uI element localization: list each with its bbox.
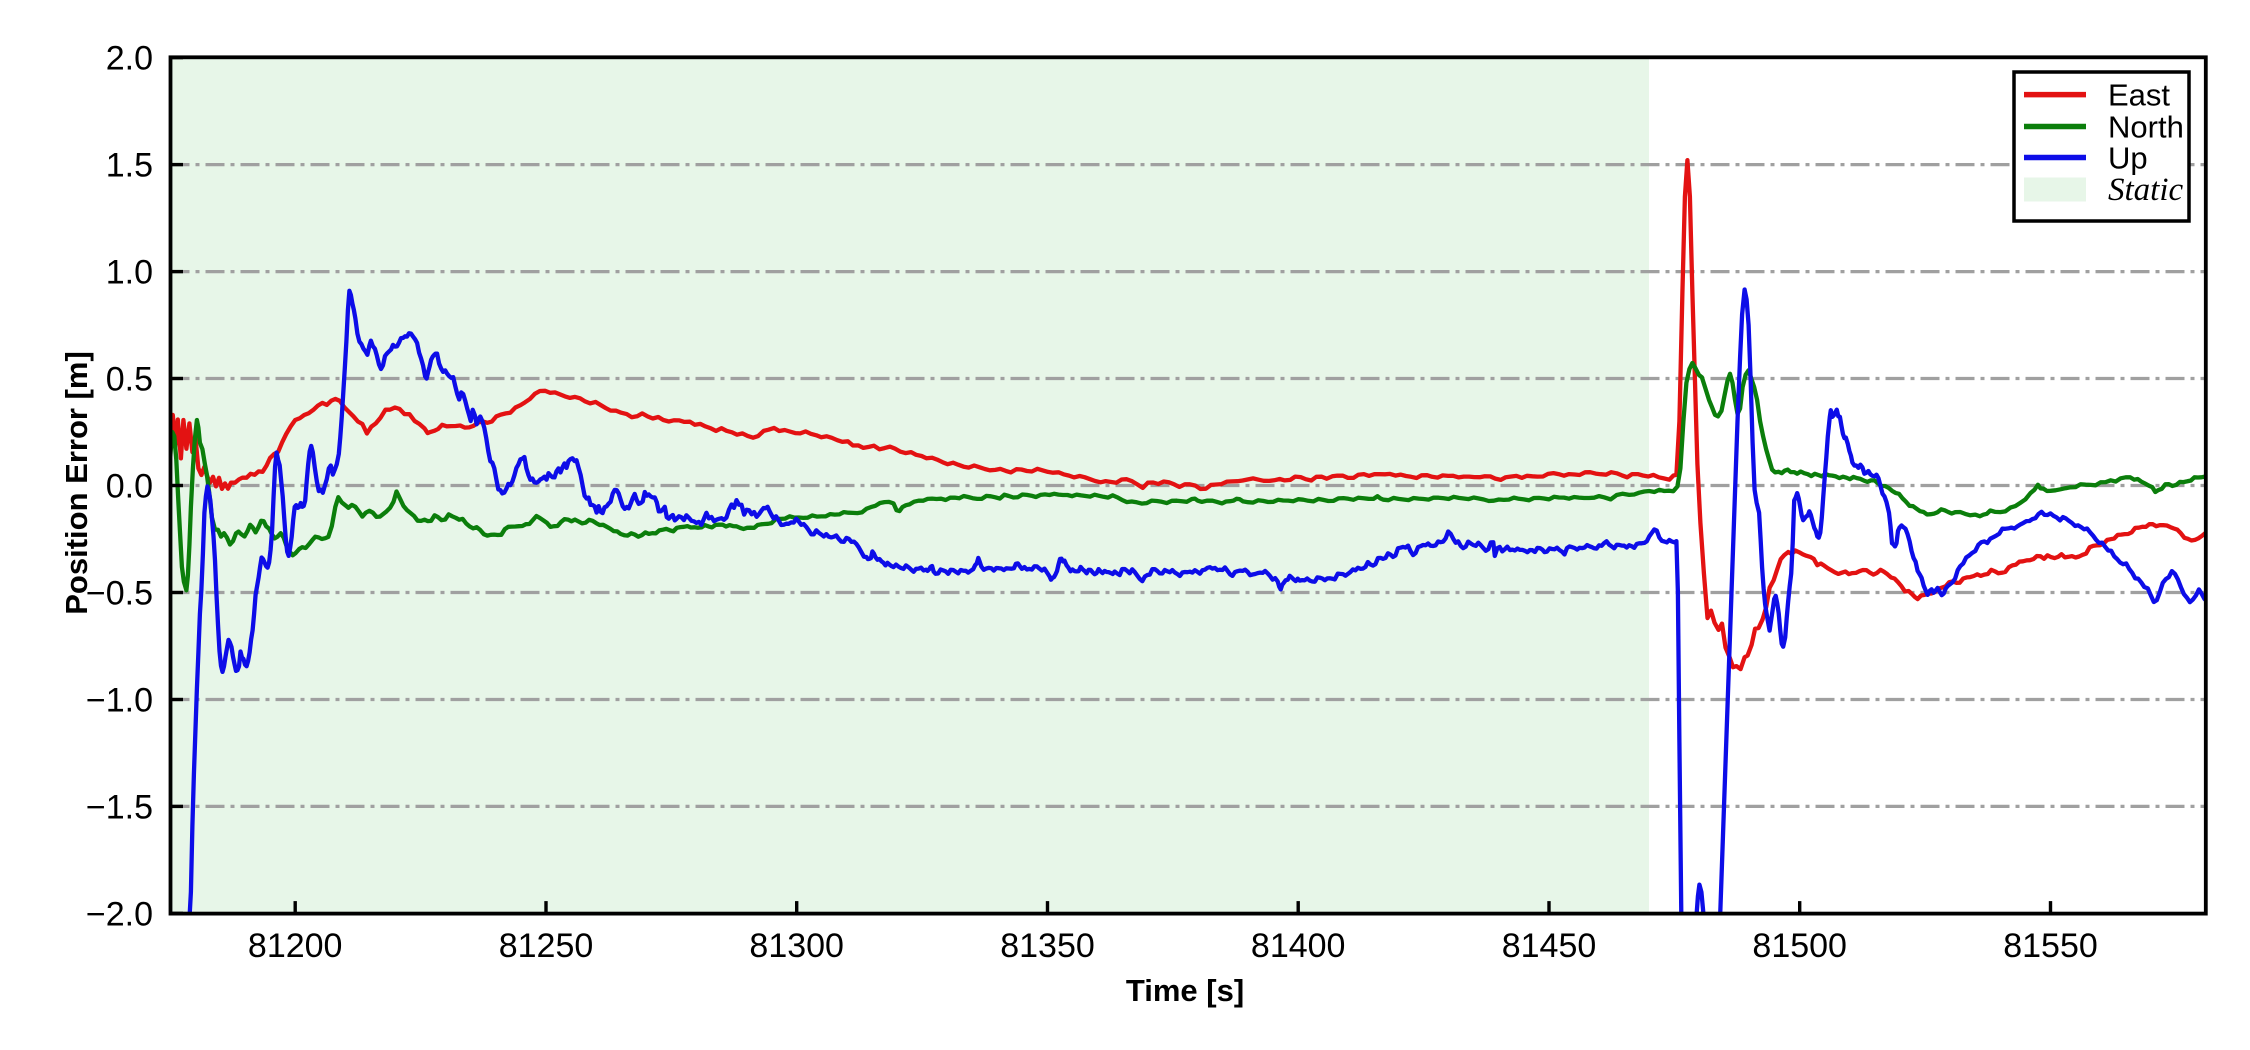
svg-text:2.0: 2.0 [106, 40, 153, 78]
svg-text:−0.5: −0.5 [86, 575, 153, 613]
svg-text:1.5: 1.5 [106, 147, 153, 185]
svg-text:81300: 81300 [749, 927, 844, 965]
svg-text:North: North [2108, 110, 2184, 145]
svg-text:81550: 81550 [2003, 927, 2098, 965]
svg-text:0.5: 0.5 [106, 361, 153, 399]
svg-text:1.0: 1.0 [106, 254, 153, 292]
svg-text:Static: Static [2108, 172, 2184, 208]
svg-text:Up: Up [2108, 141, 2148, 176]
svg-text:−1.0: −1.0 [86, 682, 153, 720]
svg-text:81400: 81400 [1251, 927, 1346, 965]
svg-text:Position Error [m]: Position Error [m] [59, 351, 94, 615]
svg-text:0.0: 0.0 [106, 468, 153, 506]
svg-text:81200: 81200 [248, 927, 343, 965]
svg-text:81450: 81450 [1502, 927, 1597, 965]
svg-text:81250: 81250 [499, 927, 594, 965]
svg-text:−2.0: −2.0 [86, 895, 153, 933]
svg-text:East: East [2108, 78, 2170, 113]
svg-text:81500: 81500 [1752, 927, 1847, 965]
svg-text:81350: 81350 [1000, 927, 1095, 965]
svg-text:Time [s]: Time [s] [1126, 973, 1244, 1008]
svg-text:−1.5: −1.5 [86, 788, 153, 826]
